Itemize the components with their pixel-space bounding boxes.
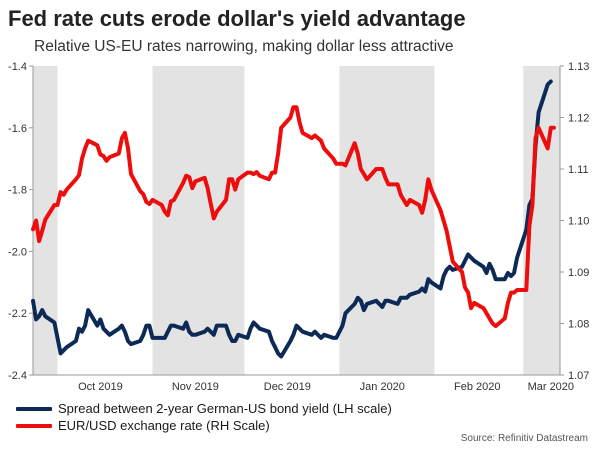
right-tick-label: 1.10 [568, 216, 589, 228]
shaded-month-2 [339, 66, 435, 375]
legend-swatch-spread [16, 406, 52, 411]
x-tick-label: Feb 2020 [454, 381, 500, 393]
source-note: Source: Refinitiv Datastream [460, 433, 588, 444]
right-tick-label: 1.12 [568, 113, 589, 125]
legend-label-eurusd: EUR/USD exchange rate (RH Scale) [58, 418, 270, 433]
legend: Spread between 2-year German-US bond yie… [16, 400, 392, 434]
right-axis-ticks: 1.13 1.12 1.11 1.10 1.09 1.08 1.07 [560, 61, 589, 382]
legend-swatch-eurusd [16, 423, 52, 428]
x-tick-label: Mar 2020 [528, 381, 574, 393]
legend-item-eurusd: EUR/USD exchange rate (RH Scale) [16, 417, 392, 434]
right-tick-label: 1.11 [568, 164, 589, 176]
left-axis-ticks: -1.4 -1.6 -1.8 -2.0 -2.2 -2.4 [8, 61, 33, 382]
left-tick-label: -1.8 [8, 185, 27, 197]
left-tick-label: -1.6 [8, 123, 27, 135]
series-line-spread [31, 79, 553, 359]
legend-label-spread: Spread between 2-year German-US bond yie… [58, 401, 392, 416]
x-tick-label: Jan 2020 [360, 381, 405, 393]
left-tick-label: -2.0 [8, 246, 27, 258]
x-axis-ticks: Oct 2019 Nov 2019 Dec 2019 Jan 2020 Feb 2020… [78, 381, 574, 393]
right-tick-label: 1.09 [568, 267, 589, 279]
chart-subtitle: Relative US-EU rates narrowing, making d… [34, 38, 454, 55]
right-tick-label: 1.07 [568, 370, 589, 382]
left-tick-label: -2.2 [8, 308, 27, 320]
series-line-eurusd [31, 105, 556, 329]
x-tick-label: Dec 2019 [264, 381, 311, 393]
series-lines [31, 79, 556, 359]
legend-item-spread: Spread between 2-year German-US bond yie… [16, 400, 392, 417]
shaded-month-1 [152, 66, 245, 375]
right-tick-label: 1.08 [568, 319, 589, 331]
x-tick-label: Nov 2019 [172, 381, 219, 393]
left-tick-label: -1.4 [8, 61, 27, 73]
left-tick-label: -2.4 [8, 370, 27, 382]
x-tick-label: Oct 2019 [78, 381, 123, 393]
chart-title: Fed rate cuts erode dollar's yield advan… [8, 6, 466, 31]
right-tick-label: 1.13 [568, 61, 589, 73]
